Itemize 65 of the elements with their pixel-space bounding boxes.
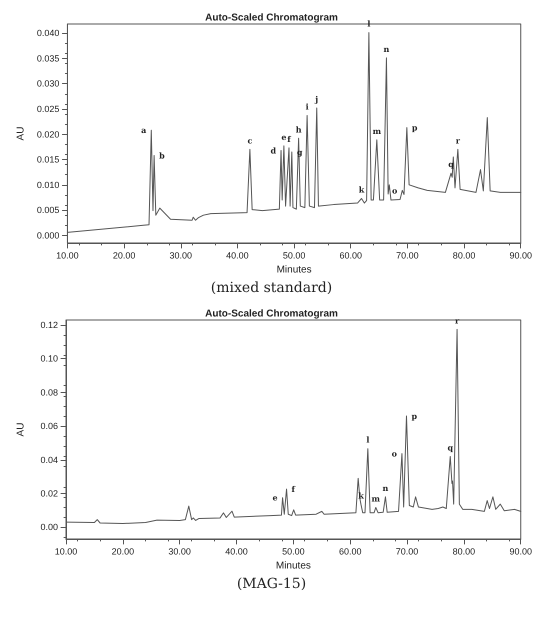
x-tick-label: 30.00	[168, 546, 191, 556]
annotation: f	[292, 484, 296, 494]
annotation: o	[392, 185, 398, 196]
x-tick-label: 90.00	[509, 250, 532, 260]
y-tick-label: 0.08	[40, 387, 58, 398]
y-tick-label: 0.015	[36, 154, 60, 165]
x-axis-title: Minutes	[276, 560, 311, 572]
annotation: m	[372, 494, 381, 504]
annotation: c	[247, 135, 252, 146]
x-tick-label: 40.00	[225, 546, 248, 556]
annotation: a	[141, 125, 146, 136]
y-tick-label: 0.10	[40, 354, 58, 364]
annotation: p	[411, 411, 418, 422]
annotation: k	[358, 184, 365, 194]
chart-title: Auto-Scaled Chromatogram	[205, 308, 338, 320]
x-tick-label: 70.00	[396, 546, 418, 556]
annotation: n	[384, 44, 390, 54]
y-tick-label: 0.02	[40, 488, 58, 499]
y-tick-label: 0.000	[36, 230, 60, 240]
annotation: r	[456, 135, 461, 146]
x-tick-label: 70.00	[396, 250, 419, 260]
y-tick-label: 0.00	[40, 522, 58, 532]
x-tick-label: 50.00	[282, 546, 305, 556]
annotation: l	[366, 434, 370, 445]
x-tick-label: 60.00	[339, 250, 362, 260]
y-tick-label: 0.12	[40, 320, 58, 330]
annotation: d	[270, 145, 276, 156]
annotation: n	[382, 482, 389, 493]
y-tick-label: 0.035	[36, 53, 60, 64]
y-tick-label: 0.06	[40, 421, 58, 432]
x-tick-label: 50.00	[282, 250, 306, 260]
text: (mixed standard)	[210, 280, 334, 298]
annotation: i	[306, 102, 309, 112]
annotation: q	[447, 442, 454, 452]
y-tick-label: 0.04	[40, 454, 58, 465]
x-tick-label: 20.00	[112, 250, 136, 260]
x-tick-label: 80.00	[452, 250, 476, 260]
annotation: f	[287, 134, 292, 144]
annotation: e	[281, 132, 286, 142]
annotation: j	[314, 94, 318, 104]
annotation: p	[412, 122, 418, 133]
annotation: h	[296, 124, 302, 134]
x-tick-label: 30.00	[169, 250, 192, 260]
annotation: m	[372, 126, 382, 136]
annotation: b	[159, 150, 166, 160]
y-tick-label: 0.040	[36, 28, 60, 38]
x-tick-label: 90.00	[509, 546, 532, 556]
x-tick-label: 10.00	[54, 546, 78, 556]
annotation: o	[392, 448, 398, 459]
x-axis-title: Minutes	[276, 264, 312, 276]
y-tick-label: 0.030	[36, 78, 60, 89]
y-tick-label: 0.020	[36, 129, 60, 140]
x-tick-label: 80.00	[452, 546, 476, 556]
annotation: e	[272, 492, 278, 503]
y-tick-label: 0.010	[36, 180, 60, 190]
x-tick-label: 40.00	[226, 250, 249, 260]
text: (MAG-15)	[236, 576, 308, 594]
y-axis-title: AU	[16, 422, 26, 436]
y-tick-label: 0.005	[36, 205, 60, 216]
y-tick-label: 0.025	[36, 104, 60, 114]
x-tick-label: 60.00	[338, 546, 362, 556]
y-axis-title: AU	[16, 126, 26, 140]
chart-title: Auto-Scaled Chromatogram	[205, 12, 338, 24]
x-tick-label: 10.00	[56, 250, 79, 260]
x-tick-label: 20.00	[112, 546, 134, 556]
